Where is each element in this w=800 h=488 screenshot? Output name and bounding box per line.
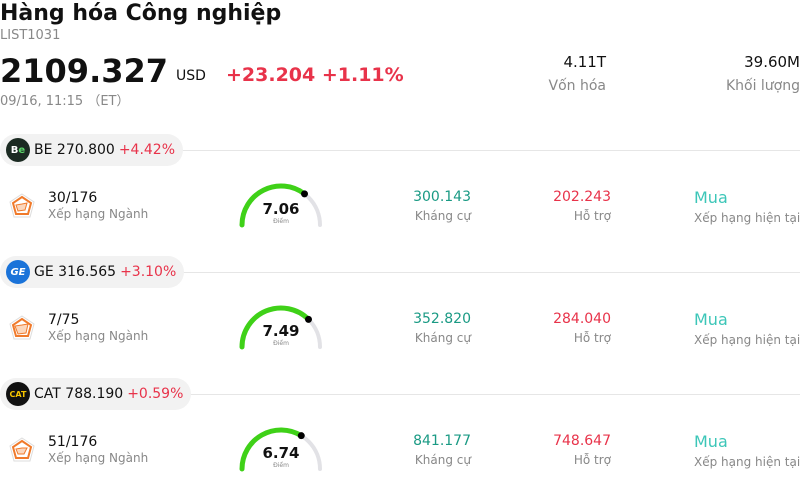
score-label: Điểm — [273, 340, 289, 347]
score-value: 6.74 — [262, 444, 300, 462]
gauge-knob-icon — [297, 432, 305, 440]
stock-pill-cat[interactable]: CAT CAT 788.190 +0.59% — [0, 378, 192, 410]
stock-ticker: GE — [34, 264, 54, 280]
industry-rank-label: Xếp hạng Ngành — [48, 451, 149, 465]
list-code: LIST1031 — [0, 28, 61, 43]
currency-label: USD — [176, 68, 206, 84]
page-title: Hàng hóa Công nghiệp — [0, 1, 282, 26]
stock-change: +3.10% — [120, 264, 177, 280]
stock-ticker: CAT — [34, 386, 61, 402]
stock-price: 316.565 — [58, 264, 117, 280]
rating-label: Xếp hạng hiện tại — [694, 455, 800, 469]
score-value: 7.49 — [262, 322, 300, 340]
gauge-knob-icon — [304, 315, 312, 323]
market-cap-value: 4.11T — [563, 53, 606, 71]
score-label: Điểm — [273, 218, 289, 225]
industry-rank-label: Xếp hạng Ngành — [48, 329, 149, 343]
volume-label: Khối lượng — [725, 78, 800, 94]
industry-rank: 30/176 — [48, 190, 98, 206]
score-gauge — [239, 183, 322, 228]
support-label: Hỗ trợ — [573, 331, 611, 345]
ge-logo-icon: GE — [6, 260, 30, 284]
resistance-value: 352.820 — [413, 311, 471, 327]
section-divider — [0, 272, 800, 273]
support-value: 284.040 — [553, 311, 611, 327]
support-label: Hỗ trợ — [573, 209, 611, 223]
section-divider — [0, 394, 800, 395]
timestamp: 09/16, 11:15 （ET） — [0, 94, 130, 109]
index-price: 2109.327 — [0, 52, 169, 90]
stock-change: +0.59% — [127, 386, 184, 402]
pentagon-rank-icon — [9, 193, 35, 218]
market-cap-label: Vốn hóa — [548, 78, 606, 94]
support-label: Hỗ trợ — [573, 453, 611, 467]
cat-logo-icon: CAT — [6, 382, 30, 406]
score-gauge — [239, 427, 322, 472]
section-divider — [0, 150, 800, 151]
resistance-label: Kháng cự — [414, 331, 471, 345]
rating-value: Mua — [694, 432, 728, 451]
gauge-knob-icon — [301, 190, 309, 198]
score-label: Điểm — [273, 462, 289, 469]
score-value: 7.06 — [262, 200, 300, 218]
stock-price: 270.800 — [56, 142, 115, 158]
stock-ticker: BE — [34, 142, 53, 158]
rating-value: Mua — [694, 188, 728, 207]
resistance-value: 300.143 — [413, 189, 471, 205]
stock-change: +4.42% — [118, 142, 176, 158]
volume-value: 39.60M — [744, 53, 800, 71]
industry-rank: 51/176 — [48, 434, 98, 450]
score-gauge — [239, 305, 322, 350]
rating-label: Xếp hạng hiện tại — [694, 333, 800, 347]
pentagon-rank-icon — [9, 437, 35, 462]
stock-price: 788.190 — [65, 386, 124, 402]
support-value: 202.243 — [553, 189, 611, 205]
resistance-label: Kháng cự — [414, 209, 471, 223]
resistance-value: 841.177 — [413, 433, 471, 449]
industry-rank-label: Xếp hạng Ngành — [48, 207, 149, 221]
support-value: 748.647 — [553, 433, 611, 449]
index-change: +23.204 +1.11% — [226, 64, 404, 86]
pentagon-rank-icon — [9, 315, 35, 340]
rating-value: Mua — [694, 310, 728, 329]
stock-pill-ge[interactable]: GE GE 316.565 +3.10% — [0, 256, 185, 288]
rating-label: Xếp hạng hiện tại — [694, 211, 800, 225]
industry-rank: 7/75 — [48, 312, 80, 328]
resistance-label: Kháng cự — [414, 453, 471, 467]
